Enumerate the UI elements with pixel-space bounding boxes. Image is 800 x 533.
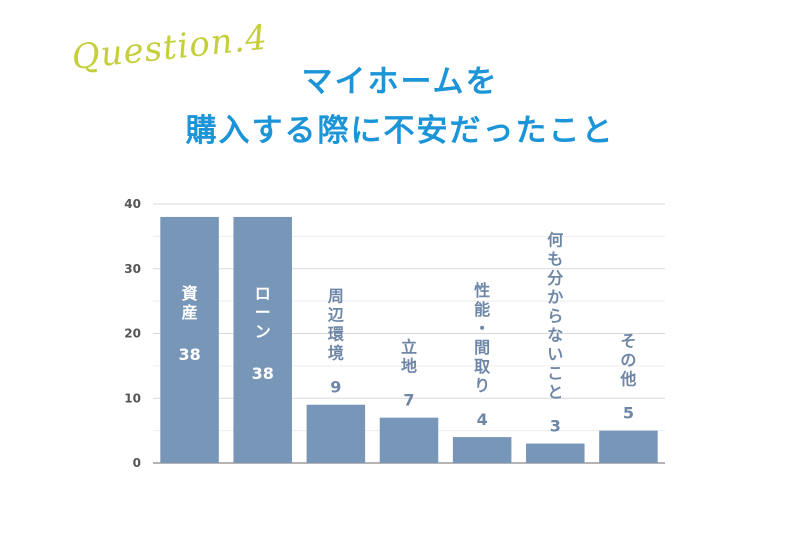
bar <box>160 216 219 463</box>
value-label: 5 <box>623 404 634 423</box>
bar <box>233 216 292 463</box>
value-label: 7 <box>403 391 414 410</box>
category-label: 性能・間取り <box>474 281 490 395</box>
page-title-line1: マイホームを <box>301 64 499 100</box>
page-title-line2: 購入する際に不安だったこと <box>185 113 615 149</box>
category-label: その他 <box>619 332 636 389</box>
value-label: 38 <box>252 364 274 383</box>
category-label: 資産 <box>182 284 198 322</box>
value-label: 4 <box>477 410 488 429</box>
value-label: 38 <box>178 345 200 364</box>
bar <box>452 437 512 463</box>
category-label: 周辺環境 <box>328 287 345 363</box>
bar <box>526 443 585 463</box>
y-tick-label: 20 <box>124 327 141 341</box>
category-label: ローン <box>255 284 271 341</box>
y-tick-label: 0 <box>133 456 141 470</box>
category-label: 立地 <box>401 338 417 376</box>
y-tick-label: 30 <box>124 262 141 276</box>
category-label: 何も分からないこと <box>547 231 563 402</box>
y-tick-label: 40 <box>124 197 141 211</box>
value-label: 3 <box>550 417 561 436</box>
bar <box>599 430 658 463</box>
y-tick-label: 10 <box>124 391 141 405</box>
bar <box>379 417 439 463</box>
value-label: 9 <box>330 378 341 397</box>
bar <box>306 404 366 463</box>
